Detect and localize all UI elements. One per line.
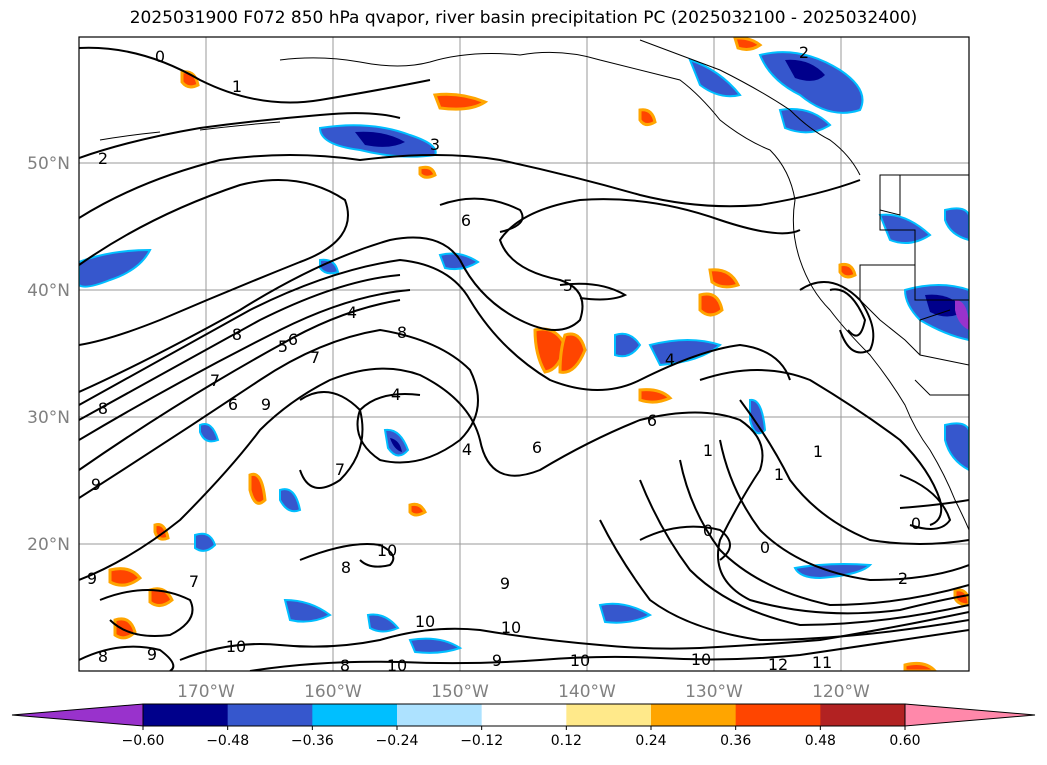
lat-label: 50°N	[27, 154, 70, 174]
colorbar-segment	[820, 704, 906, 726]
qvapor-contours	[79, 46, 969, 671]
colorbar-segment	[651, 704, 737, 726]
colorbar-outline	[142, 703, 906, 727]
contour-label: 2	[98, 149, 108, 168]
map-title: 2025031900 F072 850 hPa qvapor, river ba…	[129, 8, 918, 28]
colorbar-tick-label: 0.60	[889, 733, 920, 749]
contour-label: 7	[310, 348, 320, 367]
precip-shading	[79, 37, 969, 671]
contour-label: 3	[430, 135, 440, 154]
contour-label: 9	[91, 475, 101, 494]
colorbar-segment	[397, 704, 483, 726]
contour-label: 9	[147, 645, 157, 664]
colorbar-segment	[227, 704, 313, 726]
contour-label: 6	[288, 330, 298, 349]
lat-label: 20°N	[27, 535, 70, 555]
contour-label: 10	[226, 637, 246, 656]
contour-label: 10	[377, 541, 397, 560]
contour-label: 7	[189, 572, 199, 591]
colorbar-segment	[312, 704, 398, 726]
coastline	[99, 39, 969, 531]
contour-label: 4	[665, 350, 675, 369]
contour-label: 4	[462, 440, 472, 459]
colorbar-tick-label: −0.36	[291, 733, 334, 749]
contour-label: 1	[774, 465, 784, 484]
lat-label: 40°N	[27, 281, 70, 301]
colorbar: −0.60 −0.48 −0.36 −0.24 −0.12 0.12 0.24 0.36 0.4…	[11, 703, 1036, 749]
colorbar-tick-label: 0.12	[551, 733, 582, 749]
contour-label: 9	[261, 395, 271, 414]
plot-border	[78, 36, 970, 672]
colorbar-tick-label: −0.48	[206, 733, 249, 749]
contour-label: 8	[98, 399, 108, 418]
contour-label: 1	[813, 442, 823, 461]
contour-label: 2	[799, 43, 809, 62]
colorbar-segment	[735, 704, 821, 726]
lat-label: 30°N	[27, 408, 70, 428]
contour-label: 2	[898, 569, 908, 588]
contour-label: 0	[760, 538, 770, 557]
colorbar-segment	[481, 704, 567, 726]
latitude-labels: 50°N 40°N 30°N 20°N	[27, 154, 70, 555]
colorbar-tick-label: −0.24	[376, 733, 419, 749]
contour-label: 8	[232, 325, 242, 344]
contour-label: 0	[703, 521, 713, 540]
colorbar-extend-low	[11, 703, 144, 727]
colorbar-extend-high	[904, 703, 1036, 727]
colorbar-tick-label: −0.12	[460, 733, 503, 749]
contour-label: 9	[500, 574, 510, 593]
contour-label: 7	[335, 460, 345, 479]
contour-label: 11	[812, 653, 832, 672]
lon-label: 130°W	[685, 682, 743, 702]
contour-label: 9	[87, 569, 97, 588]
contour-label: 7	[210, 371, 220, 390]
contour-label: 10	[501, 618, 521, 637]
colorbar-tick-label: 0.36	[720, 733, 751, 749]
contour-label: 10	[387, 656, 407, 675]
colorbar-tick-label: 0.24	[635, 733, 666, 749]
lon-label: 140°W	[558, 682, 616, 702]
contour-label: 10	[415, 612, 435, 631]
lon-label: 160°W	[304, 682, 362, 702]
contour-label: 1	[232, 77, 242, 96]
contour-label: 6	[532, 438, 542, 457]
contour-label: 4	[347, 303, 357, 322]
contour-label: 6	[461, 211, 471, 230]
lon-label: 120°W	[812, 682, 870, 702]
contour-label: 8	[397, 323, 407, 342]
colorbar-segment	[566, 704, 652, 726]
contour-label: 8	[341, 558, 351, 577]
contour-label: 5	[563, 276, 573, 295]
contour-label: 6	[647, 411, 657, 430]
longitude-labels: 170°W 160°W 150°W 140°W 130°W 120°W	[177, 682, 870, 702]
contour-label: 0	[911, 514, 921, 533]
contour-label: 12	[768, 655, 788, 674]
contour-label: 8	[98, 647, 108, 666]
contour-label: 1	[703, 441, 713, 460]
lon-label: 150°W	[431, 682, 489, 702]
contour-labels: 0 1 2 3 6 5 4 8 7 6 9 9 8 7 4 6 4 8 7 6 …	[87, 43, 921, 675]
contour-label: 4	[391, 385, 401, 404]
colorbar-tick-label: −0.60	[122, 733, 165, 749]
contour-label: 0	[155, 47, 165, 66]
contour-label: 9	[492, 651, 502, 670]
colorbar-segment	[143, 704, 229, 726]
colorbar-tick-label: 0.48	[805, 733, 836, 749]
contour-label: 8	[340, 656, 350, 675]
gridlines	[79, 37, 969, 671]
contour-label: 6	[228, 395, 238, 414]
contour-label: 10	[570, 651, 590, 670]
contour-label: 5	[278, 337, 288, 356]
contour-label: 10	[691, 650, 711, 669]
lon-label: 170°W	[177, 682, 235, 702]
